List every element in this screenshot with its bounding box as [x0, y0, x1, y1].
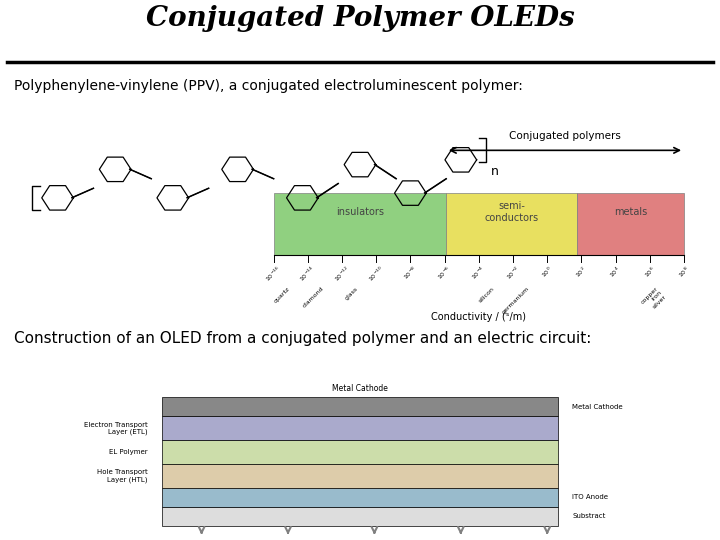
- Text: $10^{-10}$: $10^{-10}$: [366, 265, 386, 284]
- Text: Metal Cathode: Metal Cathode: [572, 404, 623, 410]
- FancyBboxPatch shape: [577, 193, 684, 255]
- FancyBboxPatch shape: [162, 507, 558, 526]
- FancyBboxPatch shape: [274, 193, 446, 255]
- Text: $10^{6}$: $10^{6}$: [642, 265, 657, 280]
- Text: Substract: Substract: [572, 513, 606, 519]
- Text: EL Polymer: EL Polymer: [109, 449, 148, 455]
- Text: Construction of an OLED from a conjugated polymer and an electric circuit:: Construction of an OLED from a conjugate…: [14, 331, 592, 346]
- Text: germanium: germanium: [501, 286, 530, 315]
- Text: $10^{-2}$: $10^{-2}$: [504, 265, 522, 282]
- Text: n: n: [491, 165, 499, 178]
- Text: $10^{-4}$: $10^{-4}$: [469, 265, 488, 282]
- Text: diamond: diamond: [302, 286, 325, 309]
- Text: $10^{-14}$: $10^{-14}$: [298, 265, 318, 285]
- Text: Conjugated Polymer OLEDs: Conjugated Polymer OLEDs: [145, 5, 575, 32]
- Text: Conjugated polymers: Conjugated polymers: [509, 131, 621, 141]
- Text: semi-
conductors: semi- conductors: [485, 201, 539, 223]
- FancyBboxPatch shape: [162, 416, 558, 440]
- Text: $10^{-16}$: $10^{-16}$: [264, 265, 284, 285]
- Text: quartz: quartz: [273, 286, 291, 303]
- Text: Polyphenylene-vinylene (PPV), a conjugated electroluminescent polymer:: Polyphenylene-vinylene (PPV), a conjugat…: [14, 79, 523, 93]
- Text: $10^{-12}$: $10^{-12}$: [332, 265, 352, 284]
- Text: Metal Cathode: Metal Cathode: [332, 384, 388, 393]
- Text: $10^{4}$: $10^{4}$: [608, 265, 624, 280]
- Text: metals: metals: [614, 207, 647, 217]
- Text: copper
iron
silver: copper iron silver: [639, 286, 667, 313]
- FancyBboxPatch shape: [162, 397, 558, 416]
- Text: $10^{-6}$: $10^{-6}$: [436, 265, 454, 282]
- Text: $10^{2}$: $10^{2}$: [574, 265, 589, 280]
- Text: silicon: silicon: [478, 286, 496, 303]
- FancyBboxPatch shape: [162, 488, 558, 507]
- Text: $10^{-8}$: $10^{-8}$: [402, 265, 419, 282]
- Text: Hole Transport
Layer (HTL): Hole Transport Layer (HTL): [97, 469, 148, 483]
- FancyBboxPatch shape: [446, 193, 577, 255]
- Text: insulators: insulators: [336, 207, 384, 217]
- FancyBboxPatch shape: [162, 464, 558, 488]
- Text: Electron Transport
Layer (ETL): Electron Transport Layer (ETL): [84, 422, 148, 435]
- Text: Conductivity / (ˢ/m): Conductivity / (ˢ/m): [431, 312, 526, 322]
- Text: $10^{0}$: $10^{0}$: [539, 265, 555, 280]
- Text: glass: glass: [344, 286, 359, 301]
- FancyBboxPatch shape: [162, 440, 558, 464]
- Text: $10^{8}$: $10^{8}$: [676, 265, 692, 280]
- Text: ITO Anode: ITO Anode: [572, 494, 608, 500]
